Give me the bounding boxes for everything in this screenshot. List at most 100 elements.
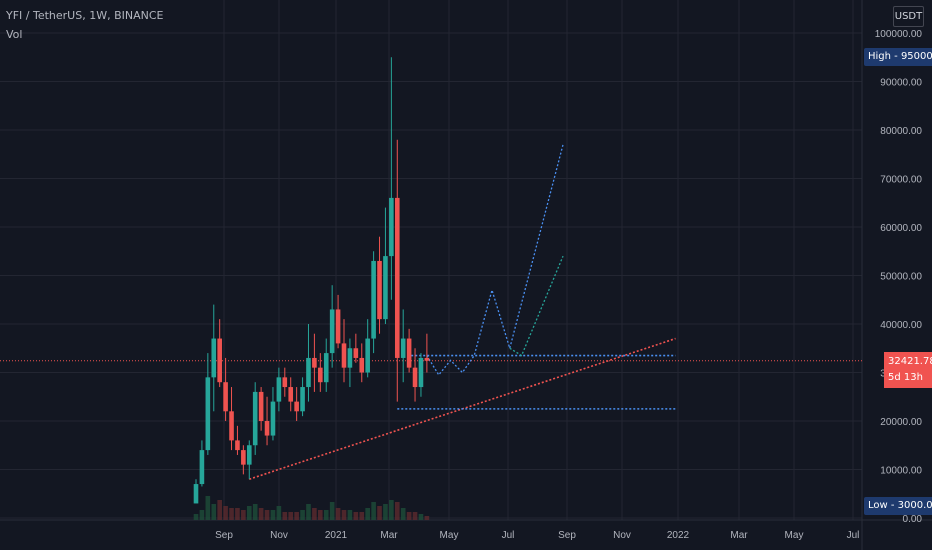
volume-bar (193, 514, 199, 520)
volume-bar (318, 510, 323, 520)
chart-title: YFI / TetherUS, 1W, BINANCE (6, 9, 164, 22)
volume-bar (383, 504, 388, 520)
candle-body (282, 377, 288, 388)
x-tick-label: Mar (730, 530, 748, 541)
y-tick-label: 40000.00 (880, 320, 922, 331)
volume-bar (323, 510, 329, 520)
candle-body (424, 357, 430, 361)
y-tick-label: 20000.00 (880, 417, 922, 428)
volume-bar (270, 510, 276, 520)
x-tick-label: Nov (270, 530, 288, 541)
x-tick-label: Sep (558, 530, 576, 541)
volume-bar (235, 508, 240, 520)
y-tick-label: 10000.00 (880, 466, 922, 477)
projection-path-2 (509, 255, 564, 357)
volume-bar (300, 510, 305, 520)
y-tick-label: 90000.00 (880, 78, 922, 89)
x-tick-label: 2021 (325, 530, 348, 541)
candle-body (264, 421, 270, 436)
x-tick-label: Nov (613, 530, 631, 541)
candle-body (217, 338, 222, 383)
y-tick-label: 0.00 (903, 514, 923, 525)
candle-body (288, 387, 294, 402)
volume-indicator-label[interactable]: Vol (6, 28, 23, 41)
volume-bar (211, 504, 217, 520)
candle-body (235, 440, 240, 451)
volume-bar (294, 512, 299, 520)
y-tick-label: 60000.00 (880, 223, 922, 234)
volume-bar (412, 512, 418, 520)
volume-bar (359, 512, 365, 520)
x-tick-label: May (440, 530, 459, 541)
candle-body (394, 197, 400, 358)
volume-bar (223, 506, 228, 520)
volume-bar (394, 502, 400, 520)
y-tick-label: 100000.00 (875, 29, 923, 40)
last-price-tag: 32421.78 5d 13h (884, 352, 932, 388)
candle-body (383, 256, 388, 320)
volume-bar (353, 512, 359, 520)
volume-bar (252, 504, 258, 520)
high-marker-tag: High - 95000.00 (864, 48, 932, 66)
volume-bar (199, 510, 205, 520)
candle-body (389, 197, 394, 257)
volume-bar (389, 500, 394, 520)
volume-bar (258, 508, 264, 520)
candle-body (365, 338, 370, 373)
volume-bar (264, 510, 270, 520)
candle-body (306, 357, 311, 388)
candle-body (193, 484, 199, 504)
candle-body (312, 357, 317, 368)
volume-bar (377, 506, 382, 520)
volume-bar (276, 506, 282, 520)
candle-body (229, 411, 234, 441)
candle-body (318, 367, 323, 383)
volume-bar (312, 508, 317, 520)
candle-body (400, 338, 406, 358)
candle-body (418, 357, 424, 388)
candle-body (377, 260, 382, 320)
volume-bar (205, 496, 211, 520)
volume-bar (371, 502, 376, 520)
x-tick-label: Jul (502, 530, 515, 541)
candle-body (199, 450, 205, 485)
volume-bar (347, 510, 353, 520)
candle-body (347, 348, 353, 368)
last-price-value: 32421.78 (888, 356, 932, 367)
volume-bar (246, 506, 252, 520)
x-tick-label: Sep (215, 530, 233, 541)
volume-bar (229, 508, 234, 520)
candle-body (335, 309, 341, 344)
volume-bar (406, 512, 412, 520)
volume-bar (400, 508, 406, 520)
candle-body (258, 391, 264, 421)
candle-body (359, 357, 365, 373)
low-marker-tag: Low - 3000.00 (864, 497, 932, 515)
candle-body (353, 348, 359, 358)
volume-bar (418, 514, 424, 520)
currency-button[interactable]: USDT (893, 6, 924, 27)
volume-bar (365, 508, 370, 520)
volume-bar (341, 510, 347, 520)
candle-body (406, 338, 412, 368)
volume-bar (288, 512, 294, 520)
candle-body (323, 353, 329, 383)
candle-body (246, 445, 252, 465)
projection-path-1 (426, 144, 564, 377)
candle-body (270, 401, 276, 436)
x-tick-label: Mar (380, 530, 398, 541)
volume-bar (306, 504, 311, 520)
x-tick-label: Jul (847, 530, 860, 541)
y-tick-label: 80000.00 (880, 126, 922, 137)
bar-countdown: 5d 13h (888, 372, 923, 383)
volume-bar (335, 508, 341, 520)
volume-bar (241, 510, 246, 520)
candle-body (276, 377, 282, 402)
y-tick-label: 70000.00 (880, 175, 922, 186)
volume-bar (329, 502, 335, 520)
candle-body (294, 401, 299, 412)
x-tick-label: 2022 (667, 530, 690, 541)
candle-body (341, 343, 347, 368)
candle-body (223, 382, 228, 412)
